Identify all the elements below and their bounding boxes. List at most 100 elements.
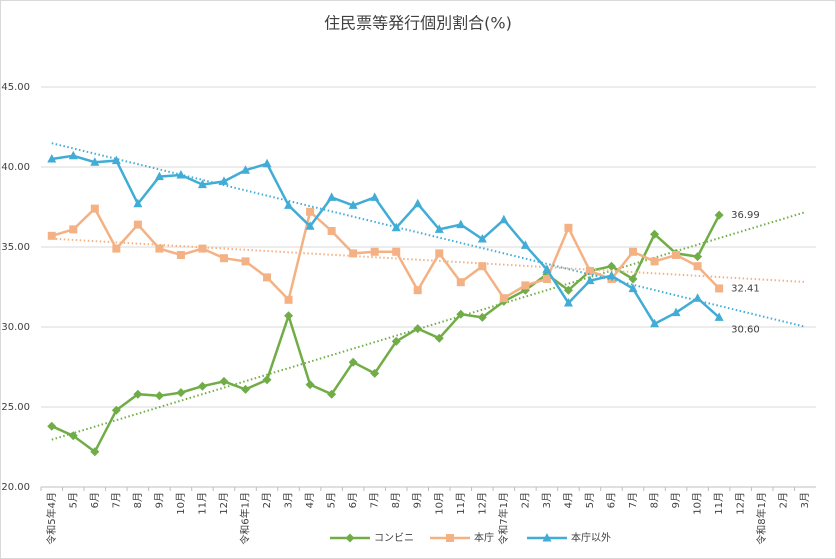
y-tick-label: 45.00 [1,82,30,93]
marker [446,534,454,542]
y-tick-label: 20.00 [1,482,30,493]
x-tick-label: 6月 [89,492,101,508]
x-tick-label: 3月 [283,492,295,508]
marker [693,252,703,262]
marker [714,210,724,220]
marker [284,295,293,304]
marker [693,293,703,302]
x-tick-label: 3月 [541,492,553,508]
marker [69,225,78,234]
marker [68,431,78,441]
marker [90,157,100,166]
marker [628,283,638,293]
x-tick-label: 8月 [649,492,661,508]
x-tick-label: 8月 [390,492,402,508]
marker [671,307,681,317]
y-tick-label: 25.00 [1,402,30,413]
marker [348,200,358,209]
marker [478,262,487,271]
x-tick-label: 12月 [735,492,747,515]
x-tick-label: 4月 [562,492,574,508]
marker [112,244,121,253]
x-tick-label: 6月 [347,492,359,508]
marker [563,298,573,307]
legend-label: コンビニ [374,532,414,544]
marker [133,198,143,208]
marker [585,267,594,275]
marker [262,158,272,168]
x-tick-label: 7月 [627,492,639,508]
marker [715,284,724,293]
marker [349,249,358,258]
x-tick-label: 9月 [670,492,682,508]
x-tick-label: 2月 [519,492,531,508]
x-tick-label: 令和5年4月 [45,492,58,545]
y-tick-label: 30.00 [1,322,30,333]
marker [650,229,660,239]
marker [305,221,315,230]
marker [47,231,56,240]
x-tick-label: 2月 [261,492,273,508]
x-tick-label: 11月 [455,492,467,515]
x-tick-label: 5月 [326,492,338,508]
marker [413,286,422,295]
series-line [51,154,720,326]
marker [542,533,552,542]
marker [650,257,659,266]
marker [564,223,573,232]
marker [133,389,143,399]
data-label: 30.60 [731,324,760,335]
x-tick-label: 2月 [778,492,790,508]
marker [370,368,380,378]
y-tick-label: 35.00 [1,242,30,253]
data-label: 36.99 [731,210,760,221]
marker [241,384,251,394]
marker [628,274,638,284]
x-tick-label: 12月 [476,492,488,515]
marker [456,219,466,229]
marker [391,336,401,346]
marker [370,247,379,256]
marker [542,264,552,273]
marker [434,333,444,343]
x-tick-label: 10月 [175,492,187,515]
marker [176,170,186,179]
x-tick-label: 令和8年1月 [755,492,768,545]
marker [197,381,207,391]
marker [284,311,294,321]
x-tick-label: 10月 [692,492,704,515]
data-label: 32.41 [731,283,760,294]
marker [413,324,423,334]
marker [241,165,251,174]
marker [391,222,401,232]
marker [47,154,57,163]
x-tick-label: 9月 [153,492,165,508]
x-tick-label: 令和7年1月 [497,492,510,545]
marker [348,357,358,367]
marker [133,220,142,229]
marker [606,270,616,280]
marker [263,273,272,282]
x-tick-label: 10月 [433,492,445,515]
marker [499,294,508,303]
x-tick-label: 11月 [713,492,725,515]
x-tick-label: 11月 [196,492,208,515]
marker [198,244,207,253]
marker [154,171,164,181]
marker [585,275,595,285]
chart-title: 住民票等発行個別割合(%) [324,14,512,33]
marker [219,176,229,185]
x-tick-label: 7月 [110,492,122,508]
marker [155,244,164,253]
marker [520,240,530,249]
marker [111,405,121,415]
marker [629,247,638,256]
y-tick-label: 40.00 [1,162,30,173]
marker [47,421,57,431]
marker [477,312,487,322]
marker [606,261,616,271]
x-tick-label: 6月 [605,492,617,508]
marker [154,391,164,401]
x-tick-label: 令和6年1月 [239,492,252,545]
legend-label: 本庁 [474,531,494,544]
